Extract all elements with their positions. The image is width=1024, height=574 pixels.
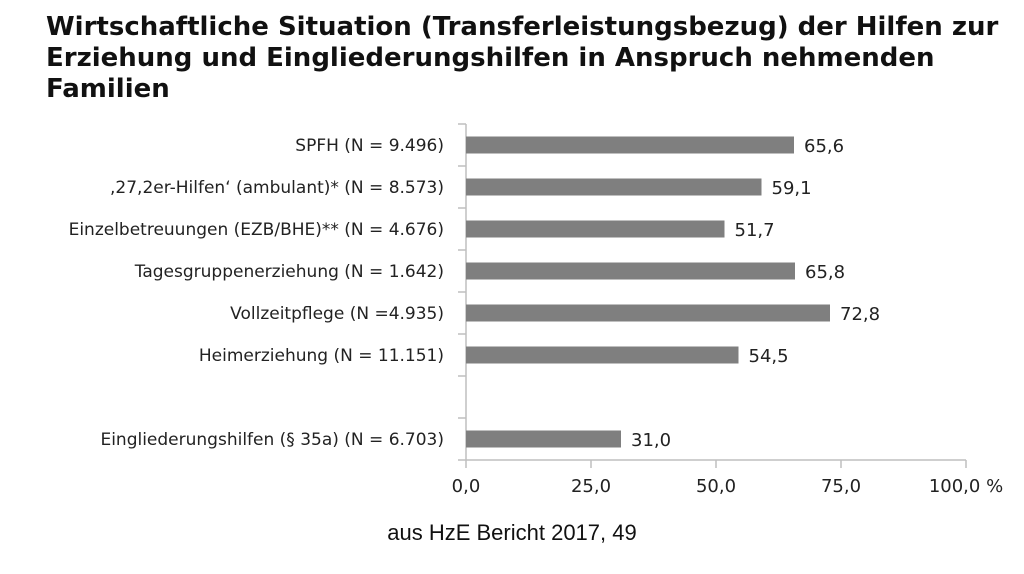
data-label: 31,0 (631, 430, 671, 451)
source-note: aus HzE Bericht 2017, 49 (387, 520, 637, 545)
category-label: Einzelbetreuungen (EZB/BHE)** (N = 4.676… (69, 220, 444, 240)
bar (466, 346, 739, 364)
labels-layer: 0,0 25,0 50,0 75,0 100,0 % SPFH (N = 9.496) 65… (69, 136, 1004, 497)
chart-title: Wirtschaftliche Situation (Transferleist… (46, 12, 999, 104)
bar (466, 136, 794, 154)
bar (466, 430, 621, 448)
bar (466, 262, 795, 280)
x-tick-label: 100,0 % (929, 476, 1003, 497)
data-label: 51,7 (735, 220, 775, 241)
axis-layer (458, 123, 967, 468)
category-label: Eingliederungshilfen (§ 35a) (N = 6.703) (100, 430, 444, 450)
x-tick-label: 25,0 (571, 476, 611, 497)
bar (466, 178, 762, 196)
data-label: 72,8 (840, 304, 880, 325)
data-label: 65,8 (805, 262, 845, 283)
data-label: 59,1 (772, 178, 812, 199)
category-label: Heimerziehung (N = 11.151) (199, 346, 444, 366)
category-label: Tagesgruppenerziehung (N = 1.642) (134, 262, 444, 282)
bar (466, 304, 830, 322)
category-label: Vollzeitpflege (N =4.935) (230, 304, 444, 324)
category-label: SPFH (N = 9.496) (295, 136, 444, 156)
x-tick-label: 50,0 (696, 476, 736, 497)
data-label: 54,5 (749, 346, 789, 367)
data-label: 65,6 (804, 136, 844, 157)
category-label: ,27,2er-Hilfen‘ (ambulant)* (N = 8.573) (110, 178, 444, 198)
x-tick-label: 0,0 (452, 476, 481, 497)
x-tick-label: 75,0 (821, 476, 861, 497)
bar (466, 220, 725, 238)
bars-layer (466, 136, 830, 448)
